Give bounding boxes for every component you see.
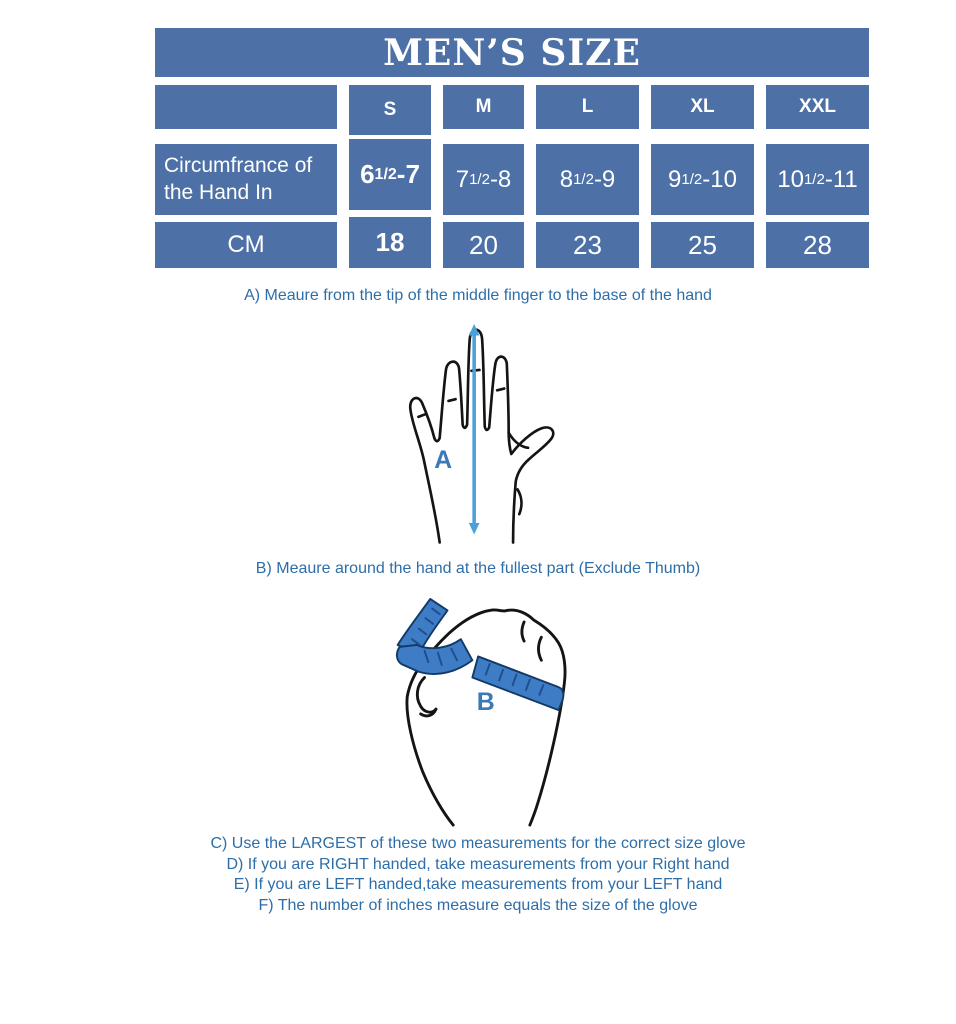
cm-cell-l: 23 [536,222,639,268]
cm-cell-xl: 25 [651,222,754,268]
measure-arrow-a [468,323,480,535]
label-b: B [477,688,495,716]
inches-value: 6 [360,159,375,189]
inches-cell-m: 7 1/2 -8 [443,144,524,215]
inches-value: -11 [824,165,858,193]
table-title: MEN’S SIZE [155,28,869,77]
instruction-f: F) The number of inches measure equals t… [258,896,698,914]
column-header-xl: XL [651,85,754,129]
instruction-c: C) Use the LARGEST of these two measurem… [210,835,746,852]
inches-fraction: 1/2 [469,171,490,188]
inches-cell-l: 8 1/2 -9 [536,144,639,215]
row-header-cm: CM [155,222,337,268]
inches-cell-s: 6 1/2 -7 [349,139,431,210]
inches-value: -9 [593,165,616,193]
column-header-xxl: XXL [766,85,869,129]
inches-fraction: 1/2 [374,165,397,183]
inches-cell-xxl: 10 1/2 -11 [766,144,869,215]
column-header-blank [155,85,337,129]
cm-cell-s: 18 [349,217,431,268]
row-header-inches: Circumfrance of the Hand In [155,144,337,215]
inches-value: 10 [777,165,804,193]
tape-tick-marks [411,607,545,696]
measure-instruction-b: B) Meaure around the hand at the fullest… [255,560,701,577]
inches-value: -7 [396,159,420,189]
cm-cell-m: 20 [443,222,524,268]
inches-value: 9 [668,165,682,193]
instruction-d: D) If you are RIGHT handed, take measure… [226,855,730,873]
fist-outline [405,608,567,827]
hand-diagram: A [408,323,555,544]
inches-value: 7 [455,165,470,193]
inches-cell-xl: 9 1/2 -10 [651,144,754,215]
cm-cell-xxl: 28 [766,222,869,268]
inches-fraction: 1/2 [681,171,703,188]
column-header-s: S [349,85,431,135]
fist-diagram: B [395,598,567,827]
inches-fraction: 1/2 [803,171,825,188]
inches-value: -10 [702,165,737,193]
column-header-l: L [536,85,639,129]
inches-value: 8 [559,165,574,193]
size-table: MEN’S SIZE S M L XL XXL Circumfrance of … [155,28,870,268]
inches-fraction: 1/2 [573,171,594,188]
hand-outline [408,328,555,544]
inches-value: -8 [489,165,512,193]
instruction-list: C) Use the LARGEST of these two measurem… [0,834,956,916]
label-a: A [434,447,452,474]
instruction-e: E) If you are LEFT handed,take measureme… [233,876,723,893]
column-header-m: M [443,85,524,129]
measuring-tape [395,598,565,712]
measure-instruction-a: A) Meaure from the tip of the middle fin… [244,287,712,304]
